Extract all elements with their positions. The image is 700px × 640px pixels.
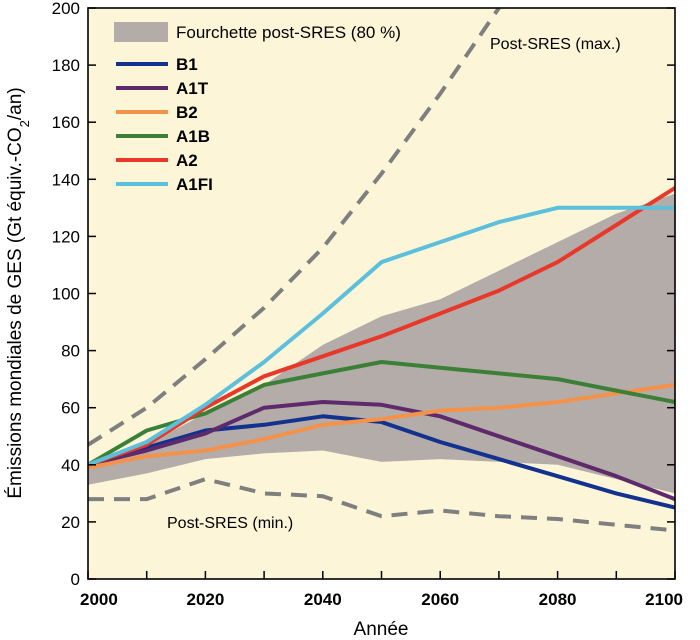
legend-swatch-band [114, 22, 168, 42]
x-tick-label: 2000 [80, 590, 118, 609]
series-line-b2 [88, 382, 675, 470]
y-axis-title-main: Émissions mondiales de GES (Gt équiv.-CO [5, 127, 26, 498]
y-tick-label: 160 [52, 113, 80, 132]
legend: Fourchette post-SRES (80 %) B1 A1T B2 A1B A2 A… [114, 22, 401, 194]
legend-label-b1: B1 [176, 55, 198, 74]
y-axis-title-end: /an) [5, 87, 26, 120]
series-line-b1 [88, 414, 675, 510]
series-line-a2 [88, 186, 675, 467]
y-tick-label: 140 [52, 170, 80, 189]
series-layer [88, 186, 675, 510]
legend-label-band: Fourchette post-SRES (80 %) [176, 23, 401, 42]
x-axis-title: Année [354, 619, 409, 640]
y-tick-label: 80 [61, 342, 80, 361]
series-line-a1t [88, 400, 675, 501]
legend-label-a1t: A1T [176, 79, 209, 98]
y-tick-label: 60 [61, 399, 80, 418]
x-tick-label: 2060 [421, 590, 459, 609]
annotation-post-sres-max: Post-SRES (max.) [490, 36, 621, 53]
y-tick-label: 120 [52, 227, 80, 246]
legend-label-a2: A2 [176, 151, 198, 170]
x-tick-label: 2020 [186, 590, 224, 609]
annotation-post-sres-min: Post-SRES (min.) [167, 515, 293, 532]
y-axis-title-subscript: 2 [17, 120, 32, 127]
y-tick-label: 0 [71, 570, 80, 589]
y-tick-label: 180 [52, 56, 80, 75]
legend-label-b2: B2 [176, 103, 198, 122]
x-tick-label: 2080 [539, 590, 577, 609]
y-tick-label: 20 [61, 513, 80, 532]
y-tick-label: 40 [61, 456, 80, 475]
x-tick-label: 2100 [645, 590, 683, 609]
dashed-line-post-sres-max [88, 8, 501, 447]
series-line-a1fi [88, 205, 675, 467]
legend-label-a1b: A1B [176, 127, 210, 146]
x-tick-label: 2040 [304, 590, 342, 609]
y-axis-title: Émissions mondiales de GES (Gt équiv.-CO… [5, 87, 32, 498]
dashed-line-post-sres-min [88, 477, 675, 533]
y-tick-label: 100 [52, 285, 80, 304]
y-tick-label: 200 [52, 0, 80, 18]
dashed-layer [88, 8, 675, 533]
legend-label-a1fi: A1FI [176, 175, 213, 194]
